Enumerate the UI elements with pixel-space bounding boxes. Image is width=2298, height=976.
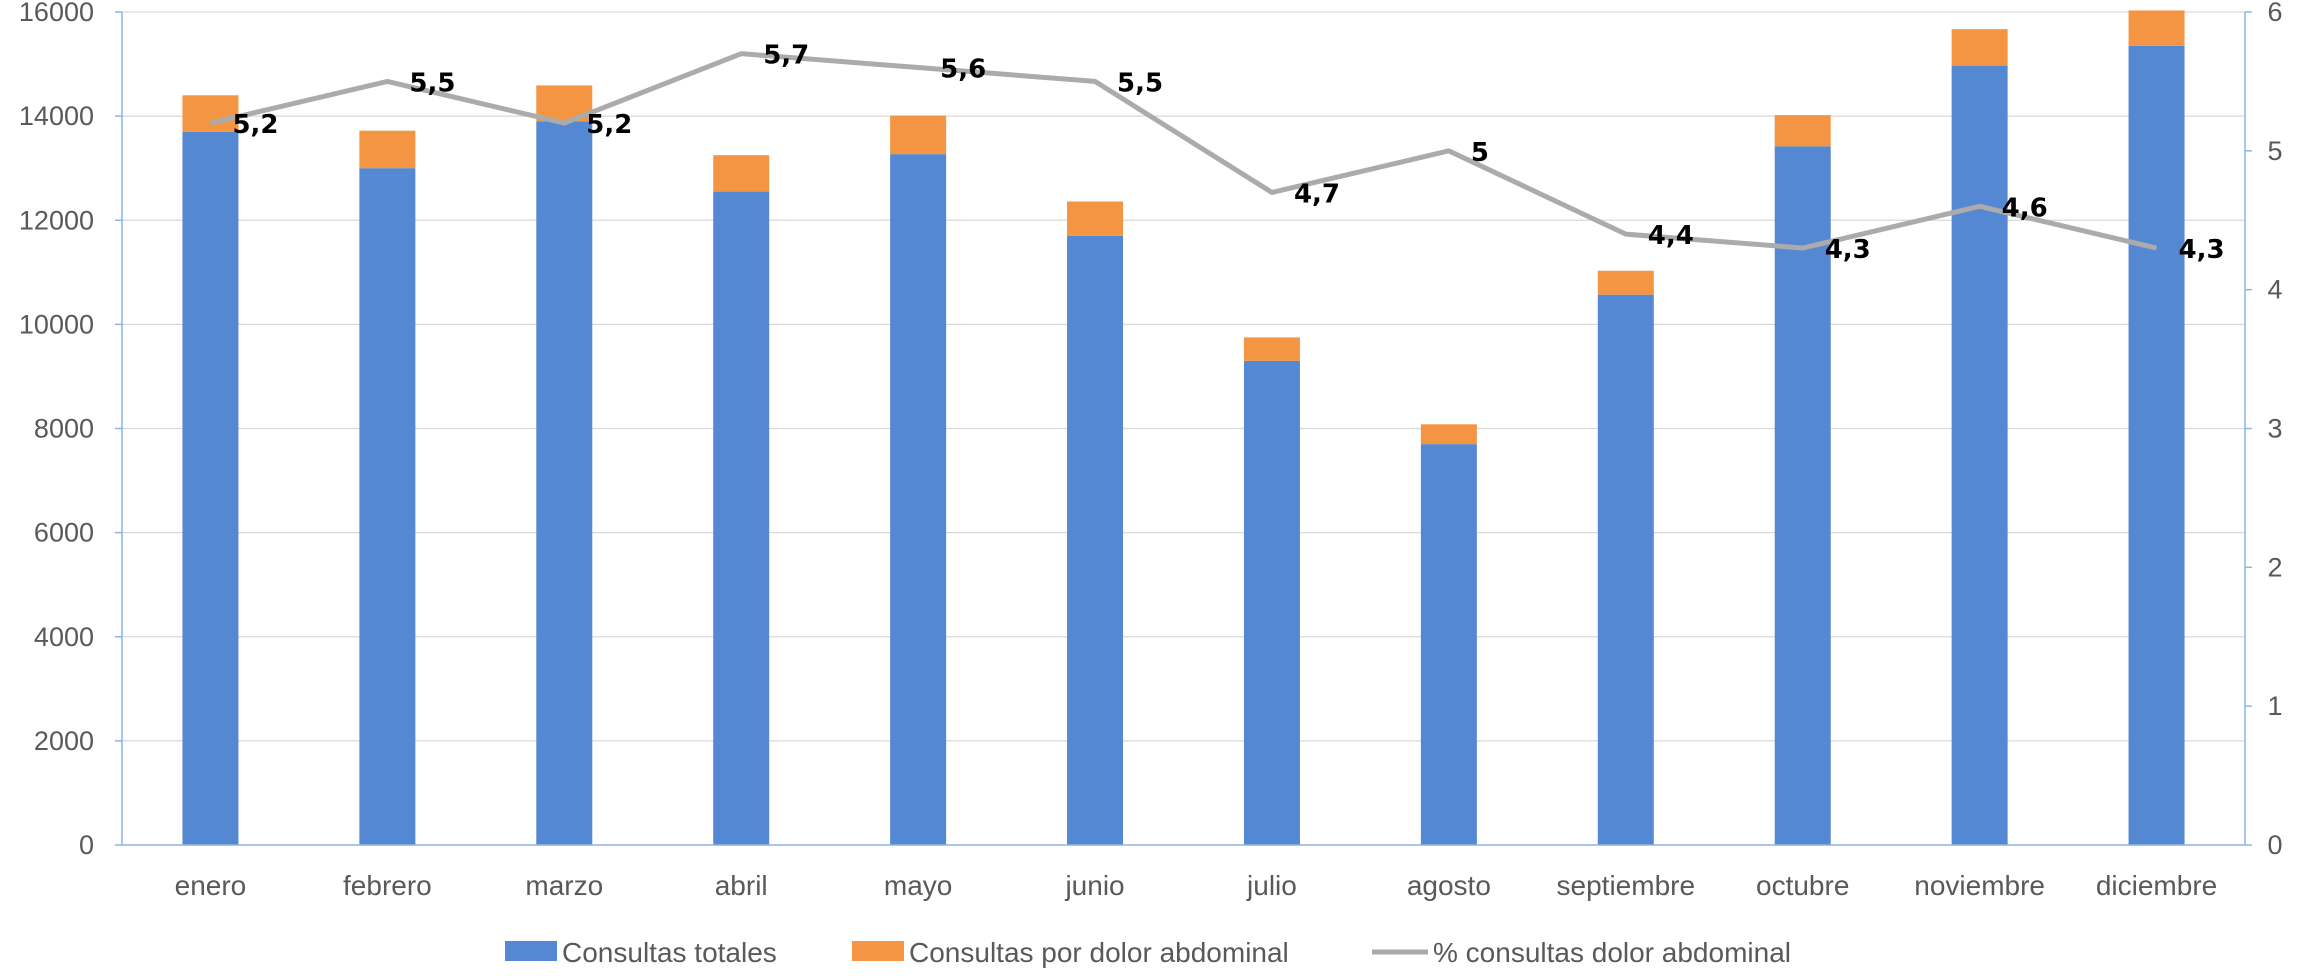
x-category-label: junio bbox=[1064, 870, 1124, 901]
line-data-label: 5,5 bbox=[1117, 68, 1163, 98]
bar-consultas-dolor-abdominal bbox=[359, 130, 416, 169]
x-category-label: abril bbox=[715, 870, 768, 901]
bar-consultas-dolor-abdominal bbox=[1243, 337, 1300, 361]
bar-consultas-totales bbox=[1243, 360, 1300, 845]
y-right-tick-label: 3 bbox=[2267, 414, 2282, 444]
data-labels: 5,2 5,5 5,2 5,7 5,6 5,5 4,7 5 4,4 4,3 4,6 4,3 bbox=[232, 41, 2224, 265]
y-right-tick-label: 0 bbox=[2267, 830, 2282, 860]
x-category-label: octubre bbox=[1756, 870, 1849, 901]
y-left-tick-label: 4000 bbox=[34, 622, 94, 652]
bar-consultas-dolor-abdominal bbox=[1951, 29, 2008, 66]
y-left-tick-label: 12000 bbox=[19, 205, 94, 235]
legend-porcentaje-dolor-abdominal: % consultas dolor abdominal bbox=[1372, 937, 1791, 968]
x-category-label: diciembre bbox=[2096, 870, 2217, 901]
y-left-tick-label: 0 bbox=[79, 830, 94, 860]
legend-label: Consultas totales bbox=[562, 937, 777, 968]
bar-consultas-totales bbox=[1774, 146, 1831, 846]
legend-swatch bbox=[852, 941, 904, 961]
bar-consultas-totales bbox=[182, 131, 239, 845]
x-category-label: enero bbox=[175, 870, 247, 901]
bar-consultas-totales bbox=[536, 121, 593, 846]
x-category-label: agosto bbox=[1407, 870, 1491, 901]
bar-consultas-totales bbox=[1420, 444, 1477, 845]
bar-consultas-totales bbox=[2128, 45, 2185, 845]
bar-consultas-dolor-abdominal bbox=[1067, 201, 1124, 236]
bar-consultas-totales bbox=[713, 191, 770, 846]
line-data-label: 5,2 bbox=[232, 110, 278, 140]
line-data-label: 4,3 bbox=[2179, 235, 2225, 265]
line-data-label: 5,7 bbox=[763, 41, 809, 71]
line-data-label: 4,6 bbox=[2002, 193, 2048, 223]
y-left-tick-label: 2000 bbox=[34, 726, 94, 756]
line-data-label: 4,3 bbox=[1825, 235, 1871, 265]
bar-consultas-dolor-abdominal bbox=[1774, 115, 1831, 147]
legend-consultas-dolor-abdominal: Consultas por dolor abdominal bbox=[852, 937, 1289, 968]
bar-consultas-totales bbox=[359, 168, 416, 845]
bar-consultas-dolor-abdominal bbox=[1597, 270, 1654, 295]
y-left-tick-label: 10000 bbox=[19, 309, 94, 339]
bar-consultas-totales bbox=[1951, 65, 2008, 845]
y-right-tick-label: 1 bbox=[2267, 691, 2282, 721]
bar-consultas-totales bbox=[890, 154, 947, 846]
line-data-label: 5 bbox=[1471, 138, 1489, 168]
x-category-label: mayo bbox=[884, 870, 952, 901]
bar-consultas-totales bbox=[1067, 235, 1124, 845]
bar-consultas-dolor-abdominal bbox=[1420, 424, 1477, 445]
x-category-label: septiembre bbox=[1557, 870, 1696, 901]
legend: Consultas totales Consultas por dolor abd… bbox=[505, 937, 1791, 968]
bar-consultas-dolor-abdominal bbox=[890, 115, 947, 155]
y-right-tick-label: 5 bbox=[2267, 136, 2282, 166]
y-left-tick-label: 6000 bbox=[34, 518, 94, 548]
legend-label: Consultas por dolor abdominal bbox=[909, 937, 1289, 968]
x-category-label: febrero bbox=[343, 870, 432, 901]
line-data-label: 4,4 bbox=[1648, 221, 1694, 251]
y-left-tick-label: 8000 bbox=[34, 414, 94, 444]
x-category-label: noviembre bbox=[1914, 870, 2045, 901]
bar-consultas-totales bbox=[1597, 294, 1654, 846]
legend-consultas-totales: Consultas totales bbox=[505, 937, 777, 968]
line-porcentaje-dolor-abdominal bbox=[209, 51, 2158, 251]
legend-label: % consultas dolor abdominal bbox=[1433, 937, 1791, 968]
line-series bbox=[209, 51, 2158, 251]
bars bbox=[182, 10, 2185, 846]
gridlines bbox=[122, 11, 2245, 742]
x-category-label: marzo bbox=[525, 870, 603, 901]
axes: 0 2000 4000 6000 8000 10000 12000 14000 16000 0 1 2… bbox=[19, 0, 2283, 901]
bar-consultas-dolor-abdominal bbox=[2128, 10, 2185, 46]
line-data-label: 5,5 bbox=[409, 68, 455, 98]
x-category-label: julio bbox=[1246, 870, 1297, 901]
line-data-label: 5,6 bbox=[940, 55, 986, 85]
bar-consultas-dolor-abdominal bbox=[182, 95, 239, 132]
y-right-tick-label: 4 bbox=[2267, 275, 2282, 305]
line-data-label: 5,2 bbox=[586, 110, 632, 140]
line-data-label: 4,7 bbox=[1294, 179, 1340, 209]
y-right-tick-label: 6 bbox=[2267, 0, 2282, 27]
y-left-tick-label: 16000 bbox=[19, 0, 94, 27]
y-right-tick-label: 2 bbox=[2267, 552, 2282, 582]
bar-consultas-dolor-abdominal bbox=[713, 155, 770, 192]
legend-swatch bbox=[505, 941, 557, 961]
y-left-tick-label: 14000 bbox=[19, 101, 94, 131]
